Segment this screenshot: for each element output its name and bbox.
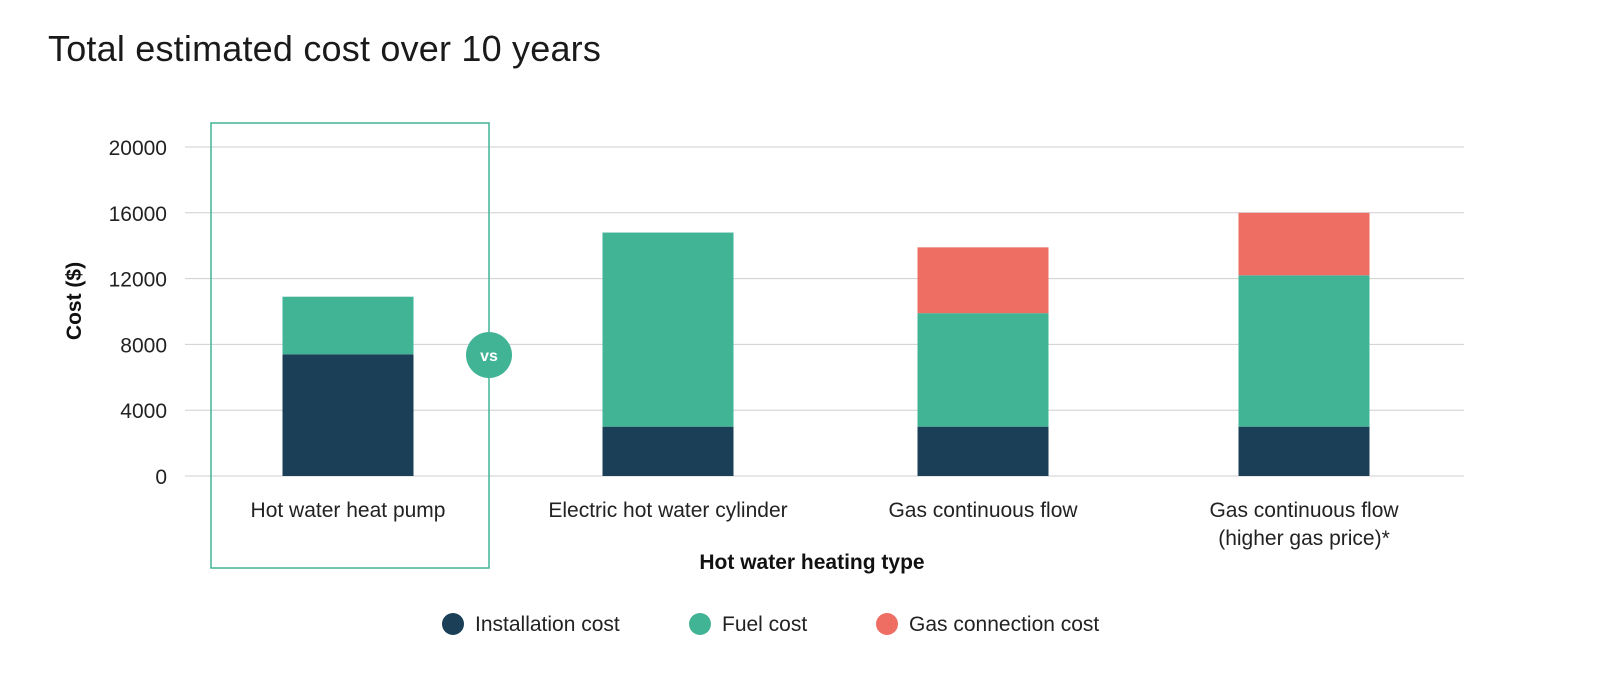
x-axis-title: Hot water heating type bbox=[699, 551, 924, 574]
category-label: Gas continuous flow bbox=[888, 499, 1078, 522]
category-label: Electric hot water cylinder bbox=[548, 499, 787, 522]
vs-badge bbox=[466, 332, 512, 378]
legend-swatch bbox=[689, 613, 711, 635]
y-axis-ticks: 0 4000 8000 12000 16000 20000 bbox=[109, 137, 167, 489]
legend-label: Gas connection cost bbox=[909, 613, 1099, 636]
highlight-box: vs bbox=[210, 122, 512, 569]
chart-title: Total estimated cost over 10 years bbox=[48, 28, 602, 69]
y-tick-label: 4000 bbox=[120, 400, 167, 423]
bar-segment-installation-cost bbox=[1238, 426, 1370, 476]
category-label: Gas continuous flow bbox=[1209, 499, 1399, 522]
bars bbox=[282, 212, 1370, 476]
category-label: (higher gas price)* bbox=[1218, 527, 1390, 550]
legend-label: Fuel cost bbox=[722, 613, 807, 636]
y-tick-label: 16000 bbox=[109, 203, 167, 226]
y-tick-label: 8000 bbox=[120, 334, 167, 357]
category-label: Hot water heat pump bbox=[251, 499, 446, 522]
bar-segment-fuel-cost bbox=[602, 232, 734, 427]
bar-segment-installation-cost bbox=[602, 426, 734, 476]
y-axis-title: Cost ($) bbox=[63, 262, 86, 340]
x-axis-categories: Hot water heat pump Electric hot water cy… bbox=[251, 499, 1400, 550]
bar-segment-installation-cost bbox=[282, 354, 414, 476]
y-tick-label: 12000 bbox=[109, 269, 167, 292]
legend-swatch bbox=[442, 613, 464, 635]
bar-segment-fuel-cost bbox=[1238, 275, 1370, 427]
legend-label: Installation cost bbox=[475, 613, 620, 636]
legend: Installation cost Fuel cost Gas connection… bbox=[442, 613, 1099, 636]
bar-segment-gas-connection-cost bbox=[917, 247, 1049, 314]
bar-segment-fuel-cost bbox=[282, 296, 414, 355]
bar-segment-fuel-cost bbox=[917, 313, 1049, 427]
y-tick-label: 20000 bbox=[109, 137, 167, 160]
bar-segment-installation-cost bbox=[917, 426, 1049, 476]
bar-segment-gas-connection-cost bbox=[1238, 212, 1370, 276]
vs-badge-label: vs bbox=[480, 348, 498, 365]
y-tick-label: 0 bbox=[155, 466, 167, 489]
legend-swatch bbox=[876, 613, 898, 635]
